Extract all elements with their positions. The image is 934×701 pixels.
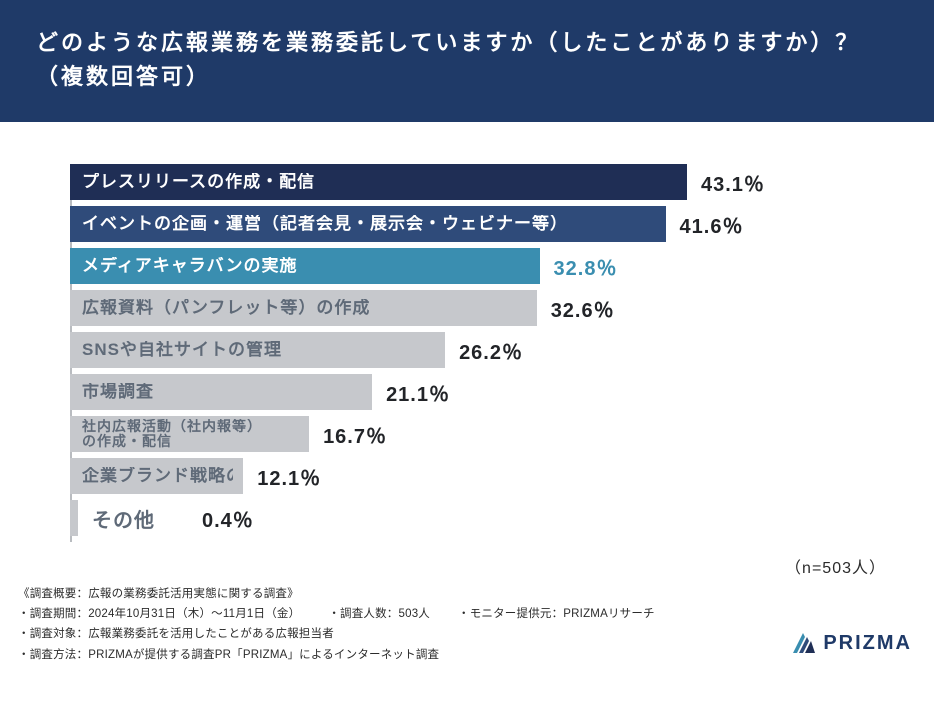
- survey-footer: 《調査概要：広報の業務委託活用実態に関する調査》 ・調査期間：2024年10月3…: [0, 578, 934, 665]
- chart-title-header: どのような広報業務を業務委託していますか（したことがありますか）？ （複数回答可…: [0, 0, 934, 122]
- bar-value: 32.6％: [537, 290, 615, 326]
- chart-row: 企業ブランド戦略のサポート 12.1％: [70, 458, 886, 500]
- survey-target: ・調査対象：広報業務委託を活用したことがある広報担当者: [18, 624, 916, 644]
- bar-label: 広報資料（パンフレット等）の作成: [82, 299, 370, 318]
- chart-bar: イベントの企画・運営（記者会見・展示会・ウェビナー等）: [70, 206, 666, 242]
- chart-bar: 広報資料（パンフレット等）の作成: [70, 290, 537, 326]
- bar-value: 0.4％: [188, 500, 254, 536]
- bar-value: 26.2％: [445, 332, 523, 368]
- chart-row: SNSや自社サイトの管理 26.2％: [70, 332, 886, 374]
- chart-bar: [70, 500, 78, 536]
- bar-value: 12.1％: [243, 458, 321, 494]
- survey-method: ・調査方法：PRIZMAが提供する調査PR「PRIZMA」によるインターネット調…: [18, 645, 916, 665]
- bar-value: 21.1％: [372, 374, 450, 410]
- bar-label: プレスリリースの作成・配信: [82, 173, 315, 192]
- chart-row: 社内広報活動（社内報等） の作成・配信 16.7％: [70, 416, 886, 458]
- chart-bar: 社内広報活動（社内報等） の作成・配信: [70, 416, 309, 452]
- bar-label: 企業ブランド戦略のサポート: [82, 467, 233, 486]
- survey-count: ・調査人数：503人: [328, 604, 430, 624]
- chart-row: イベントの企画・運営（記者会見・展示会・ウェビナー等） 41.6％: [70, 206, 886, 248]
- chart-bar: プレスリリースの作成・配信: [70, 164, 687, 200]
- bar-label: SNSや自社サイトの管理: [82, 341, 282, 360]
- bar-label: イベントの企画・運営（記者会見・展示会・ウェビナー等）: [82, 215, 568, 234]
- prizma-logo-icon: [791, 631, 817, 655]
- chart-row: メディアキャラバンの実施 32.8％: [70, 248, 886, 290]
- prizma-logo-text: PRIZMA: [823, 626, 912, 661]
- survey-period: ・調査期間：2024年10月31日（木）～11月1日（金）: [18, 604, 300, 624]
- chart-row: その他 0.4％: [70, 500, 886, 542]
- chart-bar: メディアキャラバンの実施: [70, 248, 540, 284]
- bars-container: プレスリリースの作成・配信 43.1％ イベントの企画・運営（記者会見・展示会・ウェ…: [70, 164, 886, 542]
- bar-label: メディアキャラバンの実施: [82, 257, 298, 276]
- survey-monitor: ・モニター提供元：PRIZMAリサーチ: [458, 604, 655, 624]
- prizma-logo: PRIZMA: [791, 626, 912, 661]
- title-line-2: （複数回答可）: [36, 60, 898, 94]
- bar-value: 16.7％: [309, 416, 387, 452]
- sample-size: （n=503人）: [0, 550, 934, 578]
- chart-row: プレスリリースの作成・配信 43.1％: [70, 164, 886, 206]
- chart-row: 広報資料（パンフレット等）の作成 32.6％: [70, 290, 886, 332]
- bar-value: 41.6％: [666, 206, 744, 242]
- chart-bar: 市場調査: [70, 374, 372, 410]
- chart-bar: SNSや自社サイトの管理: [70, 332, 445, 368]
- summary-title: 《調査概要：広報の業務委託活用実態に関する調査》: [18, 584, 916, 604]
- title-line-1: どのような広報業務を業務委託していますか（したことがありますか）？: [36, 26, 898, 60]
- chart-bar: 企業ブランド戦略のサポート: [70, 458, 243, 494]
- bar-label: 社内広報活動（社内報等） の作成・配信: [82, 419, 262, 450]
- bar-label: その他: [78, 500, 155, 536]
- chart-area: プレスリリースの作成・配信 43.1％ イベントの企画・運営（記者会見・展示会・ウェ…: [0, 122, 934, 550]
- chart-row: 市場調査 21.1％: [70, 374, 886, 416]
- bar-value: 32.8％: [540, 248, 618, 284]
- bar-value: 43.1％: [687, 164, 765, 200]
- bar-label: 市場調査: [82, 383, 154, 402]
